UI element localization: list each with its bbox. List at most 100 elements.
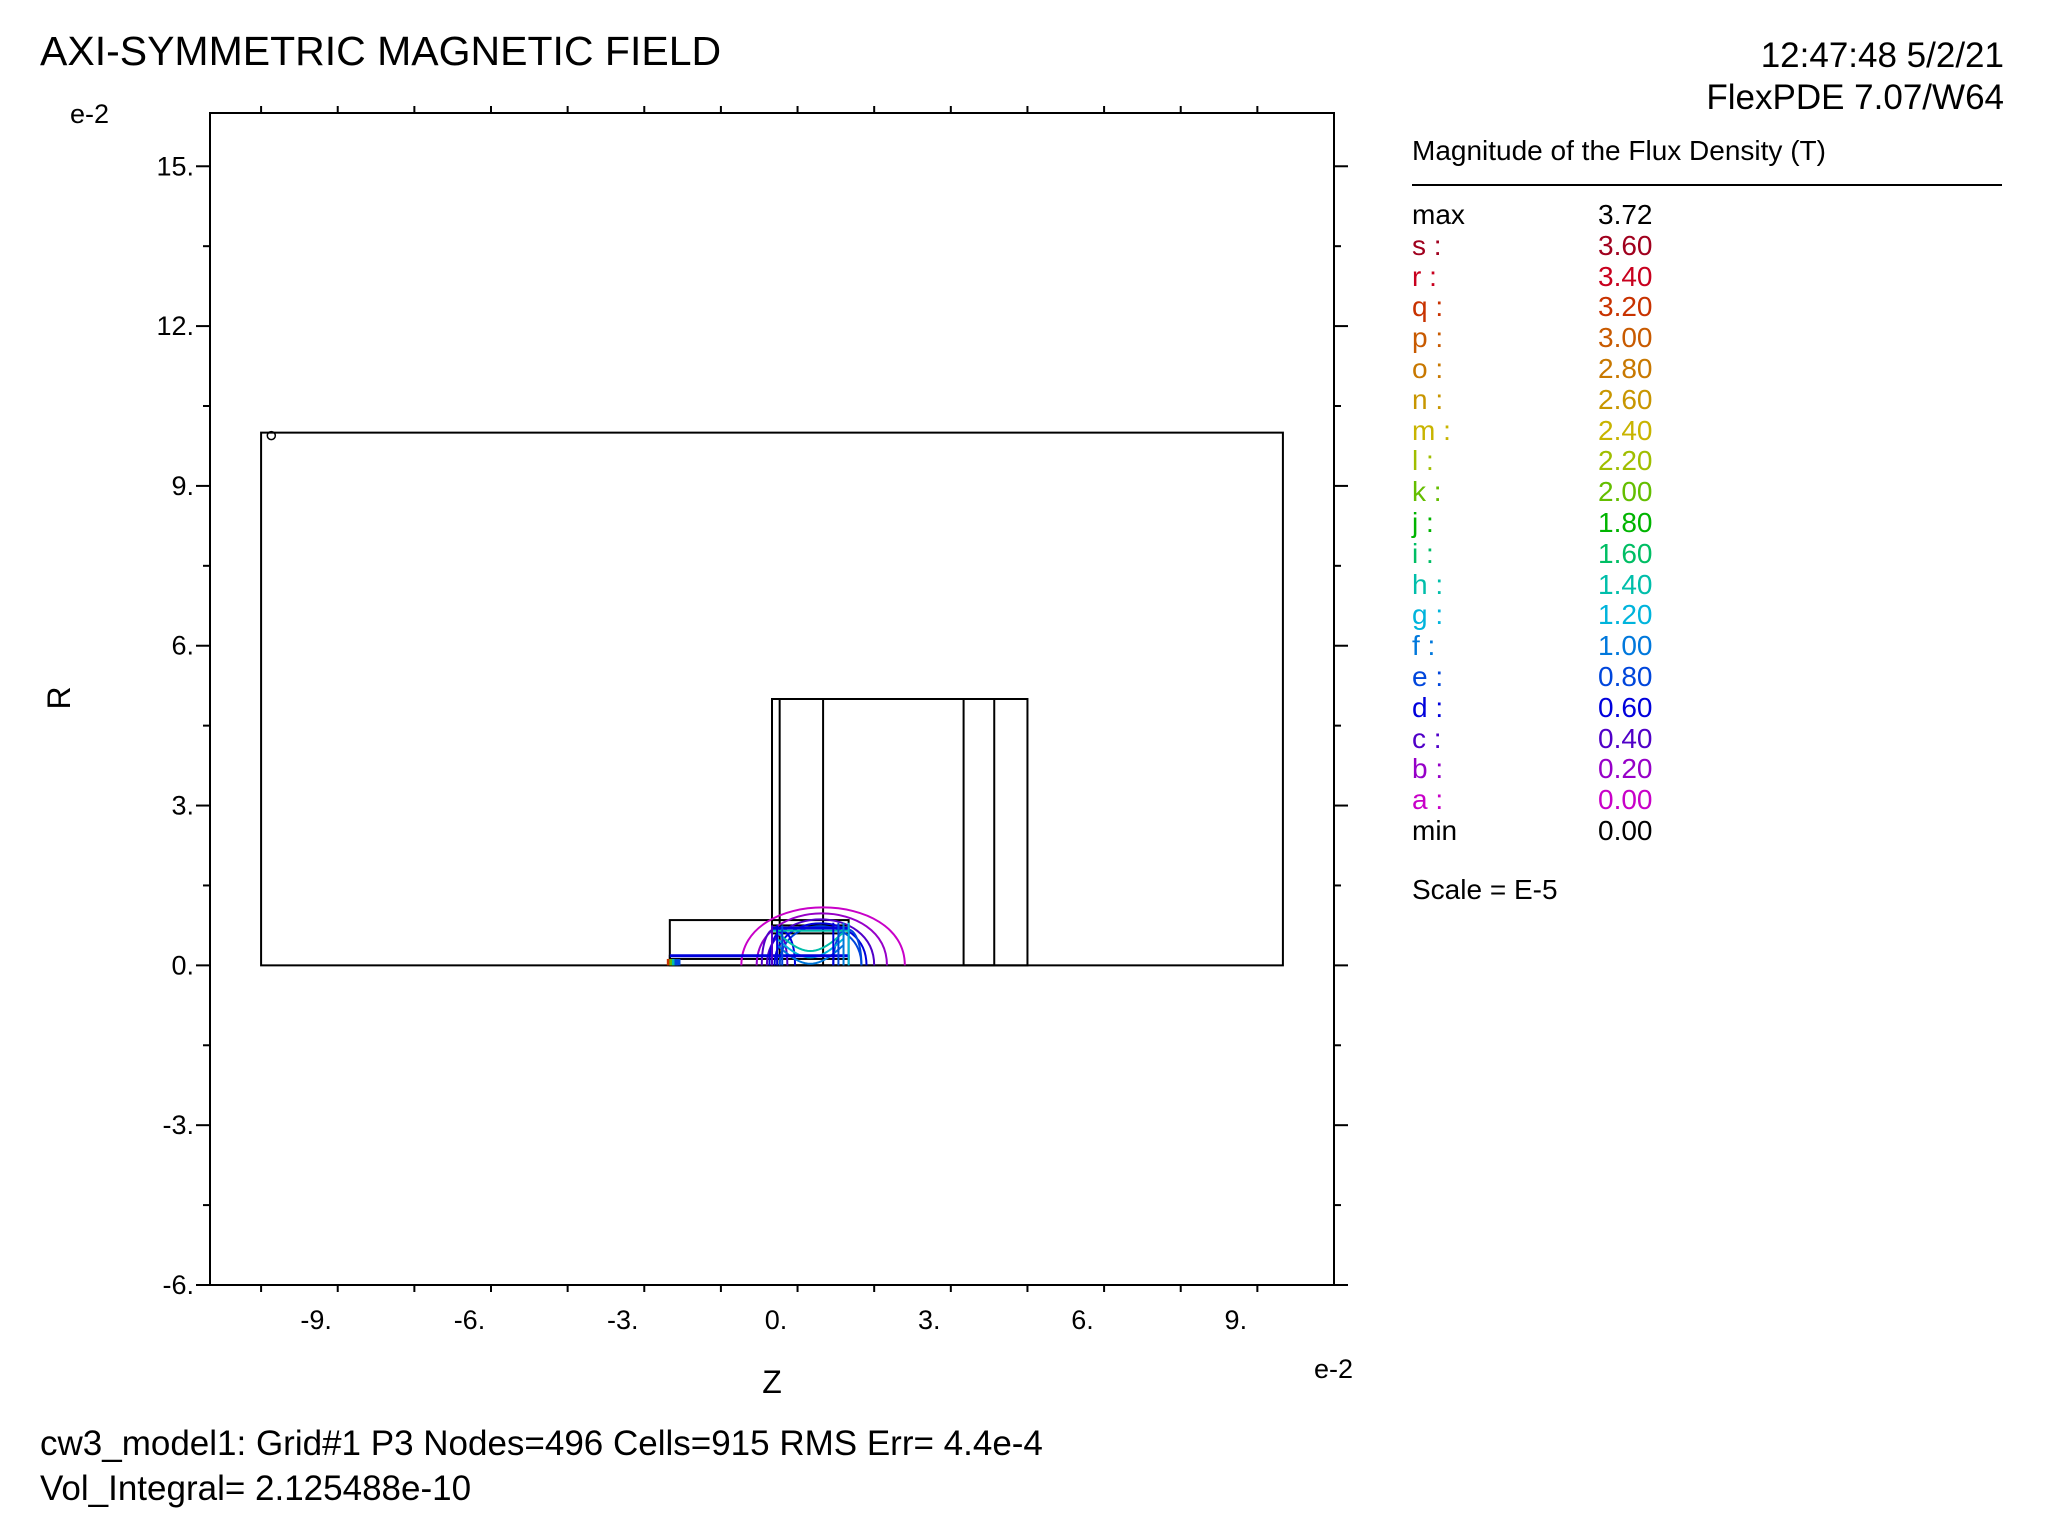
legend-item: r : 3.40 bbox=[1412, 260, 1732, 292]
legend-item: o : 2.80 bbox=[1412, 354, 1732, 384]
legend-value: 3.72 bbox=[1598, 199, 1653, 230]
x-tick-label: -6. bbox=[454, 1305, 486, 1335]
y-tick-label: 15. bbox=[156, 151, 194, 181]
legend-value: 0.00 bbox=[1598, 784, 1653, 816]
legend-item: c : 0.40 bbox=[1412, 722, 1732, 754]
legend-item: e : 0.80 bbox=[1412, 662, 1732, 692]
legend-key: e : bbox=[1412, 661, 1444, 692]
contour-mark bbox=[674, 958, 681, 966]
y-tick-label: 3. bbox=[171, 791, 194, 821]
legend-divider bbox=[1412, 184, 2002, 186]
scale-note: Scale = E-5 bbox=[1412, 874, 1558, 905]
legend-key: n : bbox=[1412, 383, 1444, 415]
grid-info: cw3_model1: Grid#1 P3 Nodes=496 Cells=91… bbox=[40, 1424, 1043, 1463]
legend-item: s : 3.60 bbox=[1412, 229, 1732, 261]
x-tick-label: 3. bbox=[918, 1305, 941, 1335]
legend-key: f : bbox=[1412, 630, 1436, 662]
corner-marker bbox=[266, 430, 277, 441]
legend-value: 1.20 bbox=[1598, 599, 1653, 631]
legend-item: n : 2.60 bbox=[1412, 383, 1732, 415]
legend-title: Magnitude of the Flux Density (T) bbox=[1412, 135, 1826, 166]
x-exponent: e-2 bbox=[1314, 1354, 1353, 1384]
y-exponent: e-2 bbox=[70, 99, 109, 129]
legend-key: q : bbox=[1412, 291, 1444, 323]
software-version: FlexPDE 7.07/W64 bbox=[1706, 78, 2004, 117]
legend-item: q : 3.20 bbox=[1412, 292, 1732, 322]
legend-key: k : bbox=[1412, 476, 1442, 508]
legend-item: h : 1.40 bbox=[1412, 568, 1732, 600]
legend-key: i : bbox=[1412, 537, 1434, 569]
legend-item: a : 0.00 bbox=[1412, 785, 1732, 815]
legend-key: s : bbox=[1412, 229, 1442, 261]
legend-value: 2.00 bbox=[1598, 476, 1653, 508]
legend-key: m : bbox=[1412, 414, 1451, 446]
legend-key: d : bbox=[1412, 691, 1444, 723]
legend-item: j : 1.80 bbox=[1412, 508, 1732, 538]
legend-key: c : bbox=[1412, 722, 1442, 754]
region-outline bbox=[771, 698, 1029, 967]
legend-value: 2.60 bbox=[1598, 383, 1653, 415]
legend-value: 1.60 bbox=[1598, 537, 1653, 569]
x-tick-label: 9. bbox=[1225, 1305, 1248, 1335]
legend-value: 0.40 bbox=[1598, 722, 1653, 754]
y-tick-label: 0. bbox=[171, 950, 194, 980]
legend-item: min 0.00 bbox=[1412, 816, 1732, 846]
x-tick-label: -9. bbox=[300, 1305, 332, 1335]
x-tick-labels: -9. -6. -3. 0. 3. 6. 9. bbox=[300, 1305, 1247, 1335]
y-tick-label: 9. bbox=[171, 471, 194, 501]
y-tick-label: 6. bbox=[171, 631, 194, 661]
legend-value: 2.40 bbox=[1598, 414, 1653, 446]
legend-key: a : bbox=[1412, 784, 1444, 816]
flux-contours bbox=[666, 906, 906, 966]
geometry-regions bbox=[260, 430, 1284, 967]
legend-value: 0.20 bbox=[1598, 753, 1653, 785]
legend-key: r : bbox=[1412, 260, 1437, 292]
timestamp: 12:47:48 5/2/21 bbox=[1760, 36, 2004, 75]
y-axis-label: R bbox=[41, 686, 77, 709]
legend-key: l : bbox=[1412, 445, 1434, 477]
legend-item: m : 2.40 bbox=[1412, 414, 1732, 446]
legend-item: max 3.72 bbox=[1412, 200, 1732, 230]
legend-item: f : 1.00 bbox=[1412, 631, 1732, 661]
x-axis-label: Z bbox=[762, 1364, 782, 1400]
volume-integral: Vol_Integral= 2.125488e-10 bbox=[40, 1469, 472, 1508]
legend-value: 3.40 bbox=[1598, 260, 1653, 292]
legend-key: g : bbox=[1412, 599, 1444, 631]
region-outline bbox=[962, 698, 996, 967]
legend-key: o : bbox=[1412, 353, 1444, 384]
legend-value: 3.60 bbox=[1598, 229, 1653, 261]
plot-frame bbox=[209, 112, 1335, 1286]
contour-line bbox=[755, 912, 888, 966]
legend-item: i : 1.60 bbox=[1412, 537, 1732, 569]
legend-value: 1.40 bbox=[1598, 568, 1653, 600]
legend-key: max bbox=[1412, 199, 1465, 230]
legend-item: p : 3.00 bbox=[1412, 323, 1732, 353]
x-tick-label: -3. bbox=[607, 1305, 639, 1335]
y-tick-label: 12. bbox=[156, 311, 194, 341]
y-tick-labels: -6. -3. 0. 3. 6. 9. 12. 15. bbox=[156, 151, 194, 1300]
legend-value: 0.60 bbox=[1598, 691, 1653, 723]
legend-value: 0.00 bbox=[1598, 815, 1653, 846]
legend-value: 1.00 bbox=[1598, 630, 1653, 662]
legend-key: b : bbox=[1412, 753, 1444, 785]
x-tick-label: 6. bbox=[1071, 1305, 1094, 1335]
legend-key: j : bbox=[1412, 507, 1434, 538]
legend-item: k : 2.00 bbox=[1412, 477, 1732, 507]
x-tick-label: 0. bbox=[765, 1305, 788, 1335]
legend-value: 2.80 bbox=[1598, 353, 1653, 384]
legend-key: min bbox=[1412, 815, 1458, 846]
legend-item: l : 2.20 bbox=[1412, 446, 1732, 476]
legend-value: 3.00 bbox=[1598, 322, 1653, 354]
y-tick-label: -3. bbox=[162, 1110, 194, 1140]
y-tick-label: -6. bbox=[162, 1270, 194, 1300]
legend-value: 0.80 bbox=[1598, 661, 1653, 692]
contour-line bbox=[740, 906, 906, 966]
legend-value: 1.80 bbox=[1598, 507, 1653, 538]
plot-title: AXI-SYMMETRIC MAGNETIC FIELD bbox=[40, 28, 722, 74]
legend-key: p : bbox=[1412, 322, 1444, 354]
axis-ticks bbox=[196, 106, 1348, 1292]
legend-item: g : 1.20 bbox=[1412, 600, 1732, 630]
legend-value: 2.20 bbox=[1598, 445, 1653, 477]
legend-item: b : 0.20 bbox=[1412, 754, 1732, 784]
